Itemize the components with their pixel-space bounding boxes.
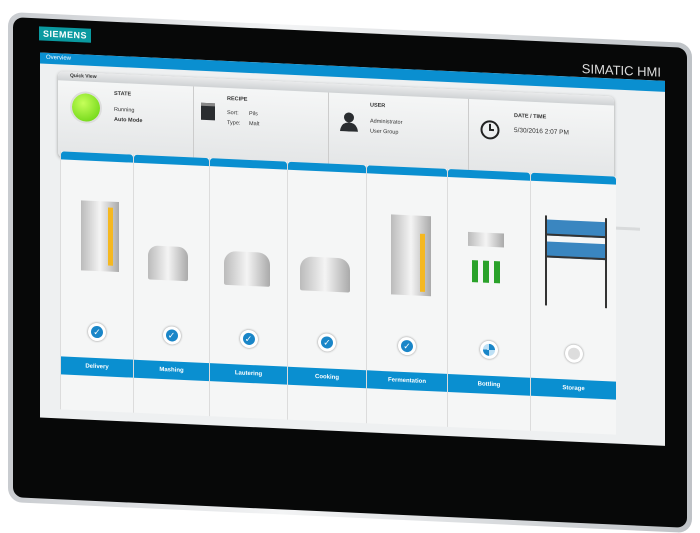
state-indicator-icon (72, 92, 100, 123)
bezel: SIEMENS SIMATIC HMI Overview Quick View … (13, 17, 687, 528)
hmi-device: SIEMENS SIMATIC HMI Overview Quick View … (8, 12, 692, 533)
state-status: Running (114, 106, 135, 114)
stage-label: Mashing (134, 359, 209, 382)
state-mode: Auto Mode (114, 116, 143, 125)
siemens-logo: SIEMENS (39, 26, 92, 43)
silo-icon (81, 200, 119, 273)
state-heading: STATE (114, 90, 132, 98)
check-icon: ✓ (162, 326, 181, 345)
recipe-box-icon (201, 102, 215, 121)
filler-icon (468, 231, 504, 248)
shelf-icon (545, 215, 607, 309)
vessel-icon (224, 250, 270, 287)
stage-label: Storage (531, 377, 616, 400)
stage-storage[interactable]: Storage (530, 172, 616, 435)
stage-delivery[interactable]: ✓ Delivery (60, 151, 133, 413)
check-icon: ✓ (398, 336, 416, 356)
datetime-cell: DATE / TIME 5/30/2016 2:07 PM (468, 99, 614, 183)
clock-icon (480, 120, 500, 140)
idle-indicator-icon (564, 344, 583, 364)
check-icon: ✓ (239, 329, 258, 349)
user-heading: USER (370, 102, 386, 110)
bottles-icon (472, 260, 504, 284)
recipe-cell[interactable]: RECIPE Sort: Pils Type: Malt (193, 86, 329, 170)
stage-fermentation[interactable]: ✓ Fermentation (366, 165, 447, 427)
check-icon: ✓ (88, 322, 106, 342)
quick-view-panel: Quick View STATE Running Auto Mode RECIP… (58, 71, 614, 183)
stage-label: Delivery (61, 356, 133, 378)
stage-cooking[interactable]: ✓ Cooking (287, 161, 366, 424)
vessel-icon (148, 245, 188, 282)
stage-bottling[interactable]: Bottling (447, 168, 530, 431)
stage-label: Bottling (448, 373, 530, 396)
state-cell[interactable]: STATE Running Auto Mode (58, 80, 194, 164)
user-group: User Group (370, 128, 399, 136)
datetime-heading: DATE / TIME (514, 112, 547, 121)
recipe-sort-label: Sort: (227, 109, 239, 117)
check-icon: ✓ (318, 333, 336, 352)
stage-lautering[interactable]: ✓ Lautering (209, 158, 287, 420)
recipe-type-label: Type: (227, 119, 241, 127)
user-cell[interactable]: USER Administrator User Group (328, 92, 469, 176)
fermenter-icon (391, 214, 431, 297)
recipe-sort-value: Pils (249, 110, 258, 118)
stage-label: Fermentation (367, 370, 447, 392)
stage-mashing[interactable]: ✓ Mashing (133, 154, 209, 417)
datetime-value: 5/30/2016 2:07 PM (514, 126, 569, 137)
vessel-icon (300, 256, 350, 293)
progress-icon (480, 340, 498, 360)
recipe-heading: RECIPE (227, 95, 248, 103)
stage-label: Cooking (288, 366, 366, 389)
stage-label: Lautering (210, 363, 287, 385)
screen: Overview Quick View STATE Running Auto M… (40, 52, 665, 446)
recipe-type-value: Malt (249, 120, 260, 128)
user-icon (340, 112, 358, 132)
user-name: Administrator (370, 118, 403, 126)
